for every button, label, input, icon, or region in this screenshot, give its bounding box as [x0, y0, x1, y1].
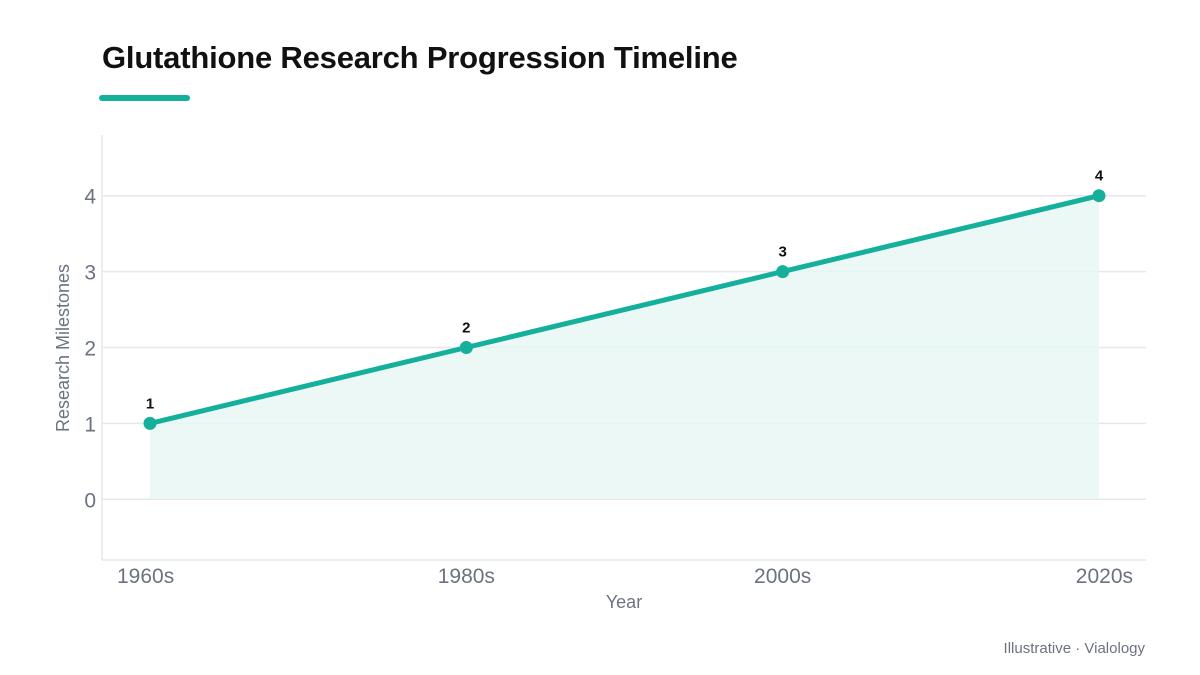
y-tick-label: 2	[84, 338, 96, 361]
y-tick-label: 3	[84, 262, 96, 285]
source-note: Illustrative · Vialology	[1003, 640, 1145, 657]
data-label: 3	[778, 244, 786, 261]
x-tick-labels: 1960s 1980s 2000s 2020s	[117, 565, 1133, 588]
data-label: 4	[1095, 168, 1104, 185]
x-tick-label: 2020s	[1076, 565, 1133, 588]
y-tick-labels: 0 1 2 3 4	[84, 186, 96, 513]
x-tick-label: 1960s	[117, 565, 174, 588]
y-tick-label: 1	[84, 413, 96, 436]
y-tick-label: 4	[84, 186, 96, 209]
chart-title: Glutathione Research Progression Timelin…	[102, 40, 738, 75]
y-tick-label: 0	[84, 489, 96, 512]
series-line	[147, 193, 1102, 426]
data-point	[143, 416, 157, 430]
data-points: 1 2 3 4	[143, 168, 1106, 430]
x-tick-label: 1980s	[438, 565, 495, 588]
x-tick-label: 2000s	[754, 565, 811, 588]
data-label: 1	[146, 395, 154, 412]
y-axis-title: Research Milestones	[53, 264, 73, 432]
title-accent-bar	[99, 95, 190, 101]
data-point	[1092, 189, 1106, 203]
data-label: 2	[462, 320, 470, 337]
area-fill	[150, 195, 1099, 500]
data-point	[459, 341, 473, 354]
x-axis-title: Year	[606, 592, 642, 612]
data-point	[776, 265, 790, 279]
